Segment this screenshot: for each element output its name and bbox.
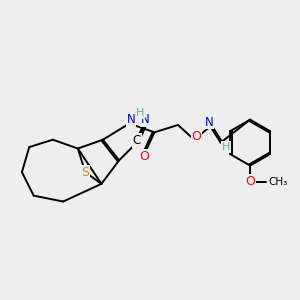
Text: O: O: [192, 130, 202, 143]
Text: O: O: [139, 150, 149, 163]
Text: S: S: [81, 166, 89, 178]
Text: H: H: [136, 108, 144, 118]
Text: N: N: [127, 112, 135, 126]
Text: C: C: [133, 134, 141, 147]
Text: O: O: [245, 175, 255, 188]
Text: CH₃: CH₃: [269, 176, 288, 187]
Text: N: N: [141, 113, 150, 127]
Text: N: N: [205, 116, 213, 128]
Text: H: H: [222, 142, 230, 152]
